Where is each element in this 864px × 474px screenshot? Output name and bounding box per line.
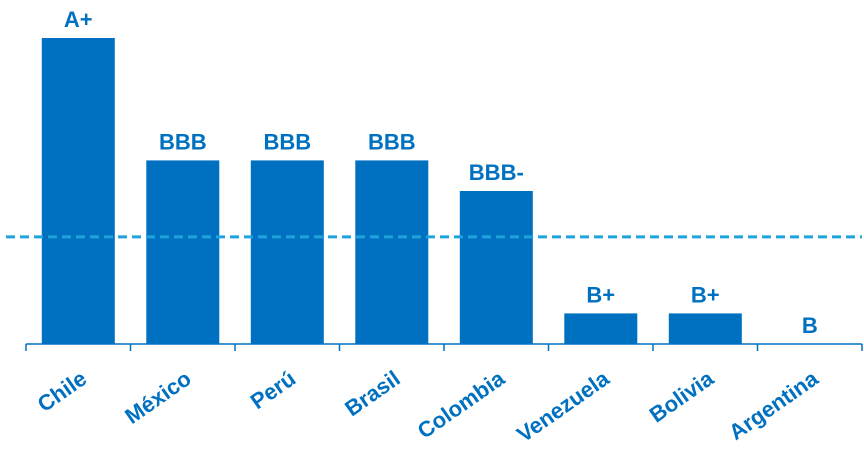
x-axis-ticks: [26, 344, 862, 351]
bar-méxico: [146, 160, 219, 344]
x-tick-label: Perú: [246, 366, 300, 415]
bar-brasil: [355, 160, 428, 344]
x-tick-label: Argentina: [724, 365, 823, 445]
data-label: B: [802, 313, 818, 338]
x-tick-label: Chile: [33, 366, 91, 417]
bar-perú: [251, 160, 324, 344]
bar-chile: [42, 38, 115, 344]
data-label: BBB: [368, 129, 416, 154]
bar-bolivia: [669, 313, 742, 344]
bar-venezuela: [564, 313, 637, 344]
bars-group: [42, 38, 742, 344]
data-label: A+: [64, 7, 93, 32]
data-label: B+: [691, 282, 720, 307]
x-tick-labels-group: Chile México Perú Brasil Colombia Venezuela Bo…: [33, 365, 824, 447]
x-tick-label: Colombia: [413, 365, 510, 443]
x-tick-label: Brasil: [340, 366, 404, 422]
data-label: B+: [586, 282, 615, 307]
data-label: BBB: [263, 129, 311, 154]
data-label: BBB-: [469, 160, 524, 185]
bar-colombia: [460, 191, 533, 344]
data-label: BBB: [159, 129, 207, 154]
x-tick-label: Bolivia: [645, 365, 719, 427]
x-tick-label: Venezuela: [512, 365, 614, 447]
x-tick-label: México: [120, 366, 195, 429]
